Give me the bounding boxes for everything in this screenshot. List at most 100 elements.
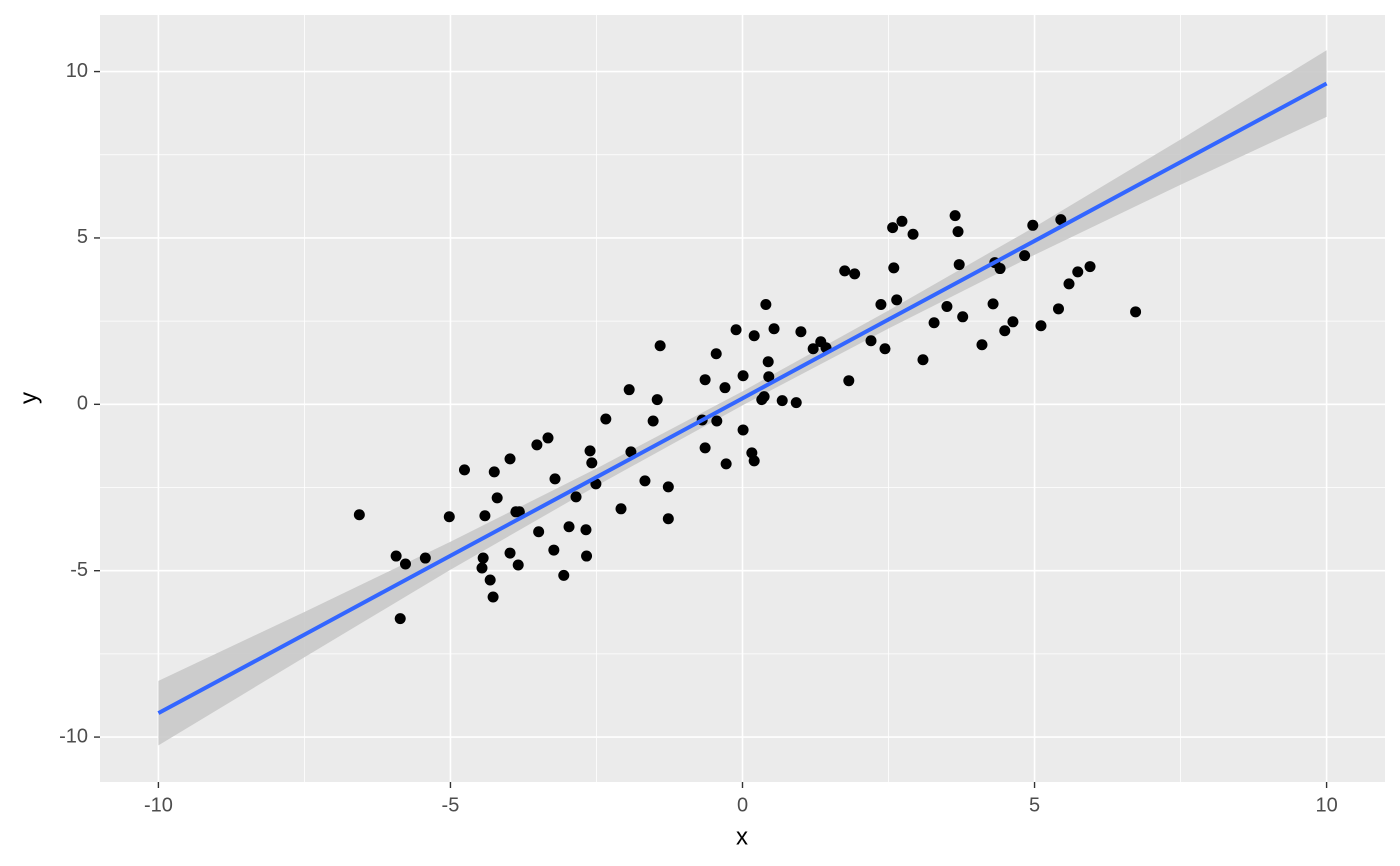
data-point [957,311,969,323]
x-tick-label: 5 [1029,794,1040,816]
x-tick-label: -10 [144,794,173,816]
data-point [896,215,908,227]
data-point [488,466,500,478]
data-point [720,458,732,470]
data-point [479,510,491,522]
data-point [491,492,503,504]
data-point [891,294,903,306]
x-tick-label: -5 [442,794,460,816]
data-point [710,348,722,360]
data-point [662,513,674,525]
data-point [477,552,489,564]
data-point [512,559,524,571]
data-point [542,432,554,444]
data-point [994,263,1006,275]
data-point [865,335,877,347]
data-point [1027,219,1039,231]
data-point [654,340,666,352]
data-point [558,569,570,581]
data-point [504,547,516,559]
data-point [1063,278,1075,290]
data-point [807,343,819,355]
regression-line [157,81,1328,715]
x-tick-label: 0 [737,794,748,816]
data-point [484,574,496,586]
data-point [533,526,545,538]
x-tick-label: 10 [1315,794,1337,816]
data-point [476,562,488,574]
data-point [1055,214,1067,226]
data-point [941,300,953,312]
data-point [662,481,674,493]
data-point [1007,316,1019,328]
data-point [917,354,929,366]
data-point [953,259,965,271]
data-point [748,455,760,467]
data-point [581,550,593,562]
data-point [504,453,516,465]
y-tick-label: 10 [66,60,88,82]
data-point [548,544,560,556]
data-point [776,395,788,407]
data-point [887,222,899,234]
data-point [443,511,455,523]
data-point [549,473,561,485]
data-point [730,324,742,336]
data-point [888,262,900,274]
data-point [737,370,749,382]
data-point [487,591,499,603]
data-point [748,330,760,342]
data-point [1072,266,1084,278]
data-point [586,457,598,469]
data-point [737,424,749,436]
x-axis-title: x [736,823,748,850]
y-tick-label: -5 [70,559,88,581]
data-point [584,445,596,457]
data-point [563,521,575,533]
y-tick-label: 5 [77,226,88,248]
data-point [625,446,637,458]
data-point [580,524,592,536]
data-point [839,265,851,277]
data-point [760,298,772,310]
data-point [699,374,711,386]
data-point [699,442,711,454]
data-point [879,343,891,355]
data-point [849,268,861,280]
data-point [907,228,919,240]
data-point [949,210,961,222]
data-point [513,506,525,518]
data-point [758,391,770,403]
data-point [1130,306,1142,318]
data-point [976,339,988,351]
data-point [600,413,612,425]
data-point [390,550,402,562]
data-point [623,384,635,396]
data-point [394,613,406,625]
data-point [790,397,802,409]
data-point [952,226,964,238]
data-point [928,317,940,329]
data-point [647,415,659,427]
data-point [353,509,365,521]
data-point [651,394,663,406]
data-point [419,552,431,564]
data-point [1052,303,1064,315]
data-point [719,382,731,394]
data-point [570,491,582,503]
data-point [1084,261,1096,273]
data-point [639,475,651,487]
data-point [795,326,807,338]
data-point [531,439,543,451]
data-point [763,371,775,383]
data-point [875,298,887,310]
data-point [615,503,627,515]
y-axis-title: y [15,392,42,404]
data-point [458,464,470,476]
data-point [843,375,855,387]
data-point [762,356,774,368]
y-tick-label: 0 [77,393,88,415]
data-point [1019,250,1031,262]
data-point [711,415,723,427]
